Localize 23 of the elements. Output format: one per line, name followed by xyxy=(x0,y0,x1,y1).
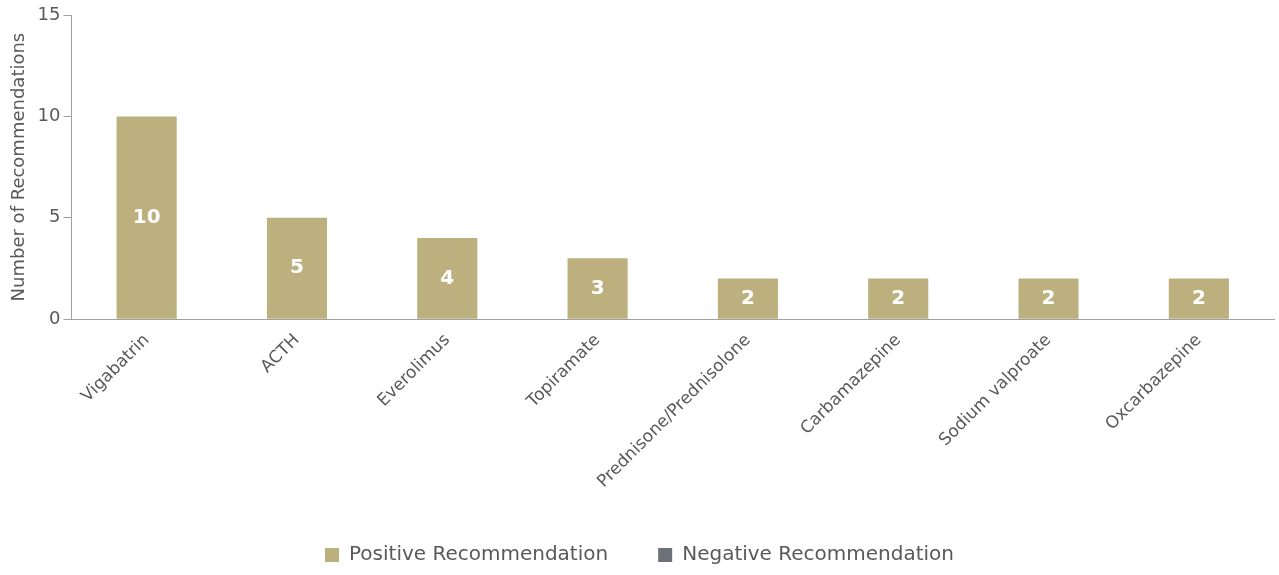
y-tick-label: 0 xyxy=(49,306,61,328)
y-tick-label: 5 xyxy=(49,205,61,227)
data-label: 4 xyxy=(440,264,455,289)
bar xyxy=(1168,278,1229,319)
data-label: 2 xyxy=(1041,284,1056,309)
bar xyxy=(717,278,778,319)
bar xyxy=(116,116,177,319)
data-label: 2 xyxy=(740,284,755,309)
data-label: 2 xyxy=(1191,284,1206,309)
bar xyxy=(567,258,628,319)
data-label: 10 xyxy=(132,203,161,228)
y-tick-label: 10 xyxy=(37,104,61,126)
bar xyxy=(1018,278,1079,319)
bar xyxy=(868,278,929,319)
y-axis-title: Number of Recommendations xyxy=(7,32,29,302)
data-label: 3 xyxy=(590,274,605,299)
bar xyxy=(417,238,478,319)
y-tick-label: 15 xyxy=(37,2,61,24)
legend-label: Negative Recommendation xyxy=(682,541,955,566)
data-label: 2 xyxy=(891,284,906,309)
legend-label: Positive Recommendation xyxy=(348,541,609,566)
data-label: 5 xyxy=(290,254,304,279)
bar xyxy=(266,217,328,319)
